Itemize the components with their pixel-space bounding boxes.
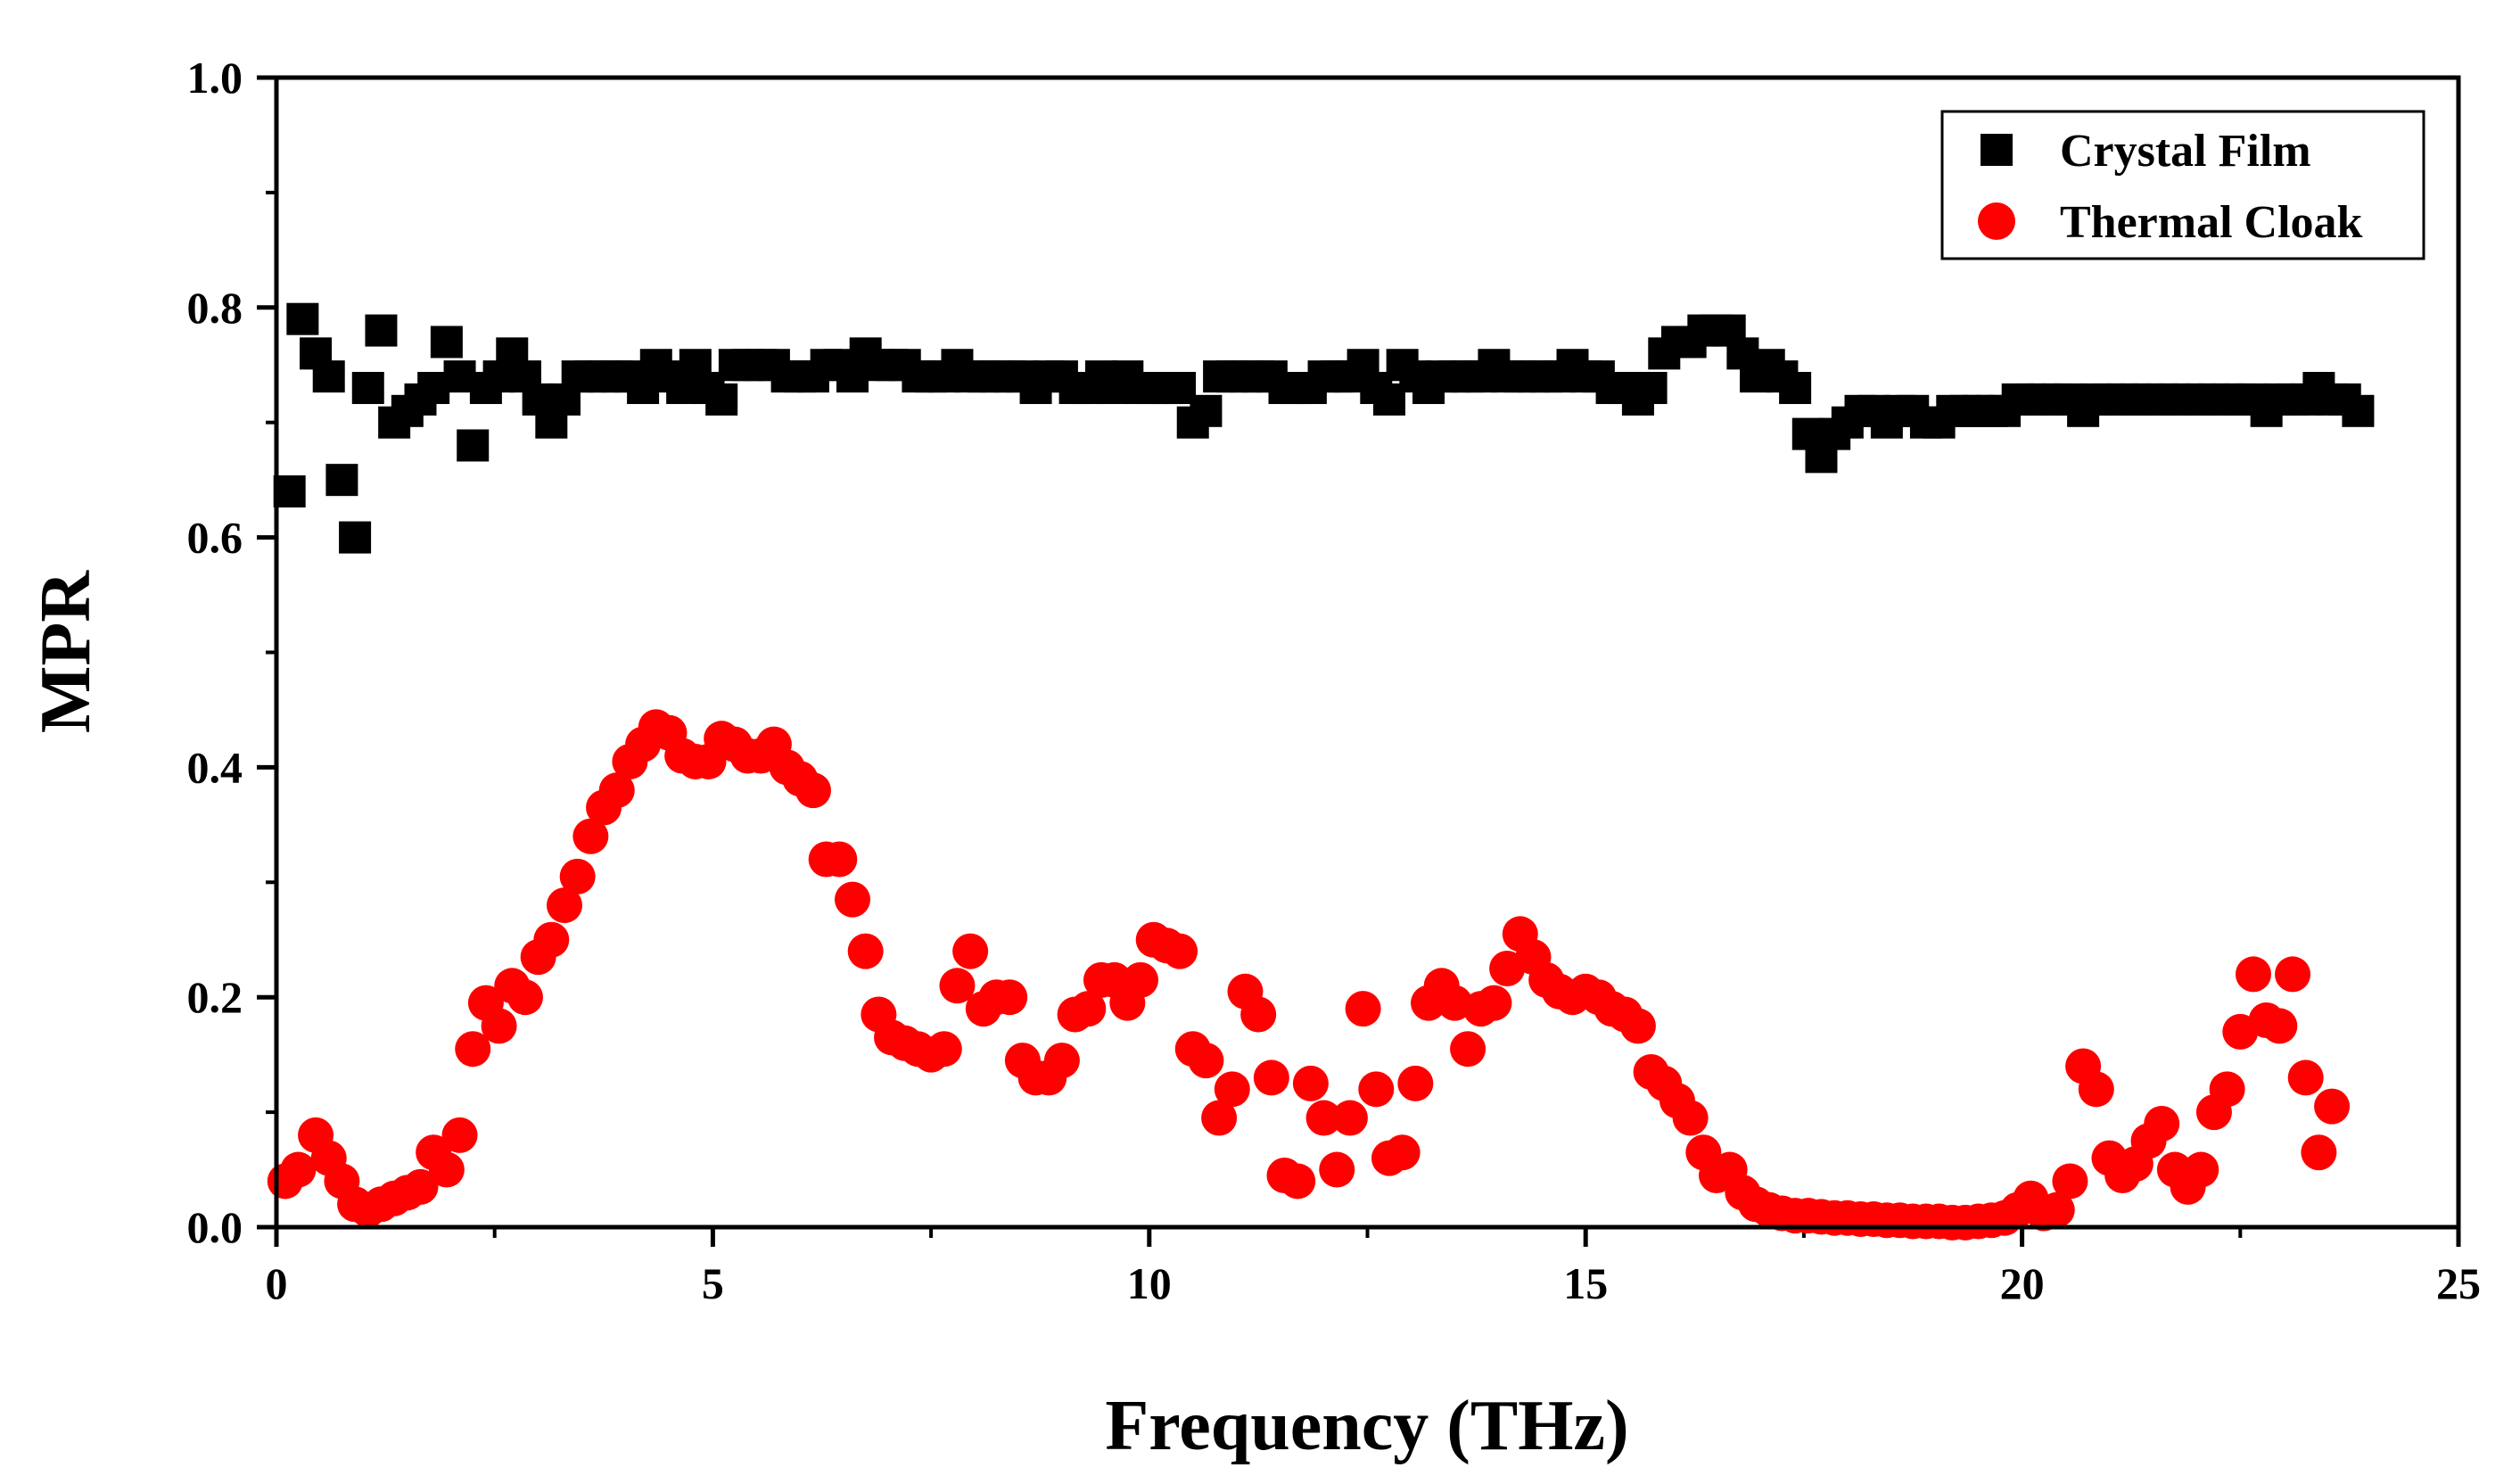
x-tick-label: 5 — [702, 1258, 724, 1308]
thermal-cloak-point — [1345, 991, 1381, 1027]
y-axis-title: MPR — [27, 570, 105, 733]
thermal-cloak-point — [847, 933, 884, 969]
plot-frame — [274, 75, 2461, 1230]
y-tick-label: 0.0 — [187, 1202, 243, 1252]
thermal-cloak-point — [1070, 991, 1107, 1027]
y-tick-label: 0.4 — [187, 742, 243, 792]
thermal-cloak-point — [1672, 1100, 1709, 1136]
x-tick-label: 0 — [266, 1258, 288, 1308]
thermal-cloak-point — [572, 818, 609, 854]
crystal-film-point — [273, 475, 306, 508]
thermal-cloak-point — [2314, 1088, 2351, 1125]
thermal-cloak-point — [1280, 1163, 1316, 1200]
thermal-cloak-point — [547, 887, 583, 924]
legend-marker-crystal-film — [1981, 134, 2013, 166]
thermal-cloak-point — [2078, 1071, 2114, 1108]
crystal-film-point — [457, 429, 490, 462]
thermal-cloak-point — [598, 772, 635, 809]
series-thermal-cloak — [267, 709, 2351, 1241]
thermal-cloak-point — [1162, 933, 1198, 969]
crystal-film-point — [365, 314, 398, 347]
thermal-cloak-point — [2038, 1191, 2075, 1228]
thermal-cloak-point — [835, 881, 871, 918]
thermal-cloak-point — [506, 979, 543, 1016]
thermal-cloak-point — [559, 858, 596, 895]
crystal-film-point — [1779, 372, 1812, 405]
thermal-cloak-point — [2052, 1163, 2088, 1200]
thermal-cloak-point — [1331, 1100, 1368, 1136]
y-tick-label: 1.0 — [187, 53, 243, 103]
legend-marker-thermal-cloak — [1978, 202, 2015, 240]
thermal-cloak-point — [481, 1008, 517, 1044]
thermal-cloak-point — [2235, 956, 2271, 993]
x-axis-title: Frequency (THz) — [1105, 1387, 1628, 1465]
thermal-cloak-point — [1043, 1043, 1080, 1079]
thermal-cloak-point — [1188, 1043, 1224, 1079]
crystal-film-point — [705, 383, 738, 416]
thermal-cloak-point — [2261, 1008, 2298, 1044]
thermal-cloak-point — [939, 968, 976, 1004]
thermal-cloak-point — [428, 1151, 465, 1188]
crystal-film-point — [2342, 394, 2375, 427]
thermal-cloak-point — [2209, 1071, 2245, 1108]
thermal-cloak-point — [280, 1151, 317, 1188]
legend-box — [1940, 110, 2425, 260]
y-tick-label: 0.2 — [187, 972, 243, 1022]
y-tick-label: 0.6 — [187, 513, 243, 563]
thermal-cloak-point — [1450, 1031, 1486, 1068]
thermal-cloak-point — [821, 841, 858, 878]
crystal-film-point — [1190, 394, 1223, 427]
x-tick-label: 15 — [1563, 1258, 1608, 1308]
thermal-cloak-point — [795, 772, 831, 809]
crystal-film-point — [1635, 372, 1668, 405]
thermal-cloak-point — [2287, 1059, 2324, 1096]
thermal-cloak-point — [533, 921, 570, 958]
thermal-cloak-point — [1358, 1071, 1395, 1108]
crystal-film-point — [430, 326, 463, 359]
crystal-film-point — [351, 372, 384, 405]
thermal-cloak-point — [926, 1031, 962, 1068]
series-crystal-film — [273, 302, 2375, 554]
thermal-cloak-point — [2275, 956, 2311, 993]
thermal-cloak-point — [455, 1031, 491, 1068]
thermal-cloak-point — [1214, 1071, 1250, 1108]
thermal-cloak-point — [1319, 1151, 1355, 1188]
y-axis-ticks: 0.0 0.2 0.4 0.6 0.8 1.0 — [187, 53, 276, 1252]
y-tick-label: 0.8 — [187, 283, 243, 333]
thermal-cloak-point — [1476, 985, 1512, 1021]
thermal-cloak-point — [1305, 1100, 1342, 1136]
thermal-cloak-point — [1619, 1008, 1656, 1044]
crystal-film-point — [339, 521, 372, 554]
thermal-cloak-point — [1292, 1065, 1329, 1101]
x-tick-label: 25 — [2436, 1258, 2481, 1308]
thermal-cloak-point — [1253, 1059, 1289, 1096]
x-axis-ticks: 0 5 10 15 20 25 — [266, 1227, 2481, 1308]
thermal-cloak-point — [441, 1117, 478, 1153]
crystal-film-point — [286, 302, 319, 335]
thermal-cloak-point — [402, 1168, 439, 1205]
data-series — [267, 302, 2375, 1241]
thermal-cloak-point — [1240, 996, 1277, 1033]
thermal-cloak-point — [1397, 1065, 1434, 1101]
thermal-cloak-point — [992, 979, 1028, 1016]
thermal-cloak-point — [1123, 961, 1159, 998]
x-tick-label: 10 — [1127, 1258, 1172, 1308]
legend-label-crystal-film: Crystal Film — [2060, 126, 2311, 177]
thermal-cloak-point — [2183, 1151, 2219, 1188]
thermal-cloak-point — [2301, 1134, 2337, 1171]
x-tick-label: 20 — [2000, 1258, 2045, 1308]
thermal-cloak-point — [952, 933, 989, 969]
legend-label-thermal-cloak: Thermal Cloak — [2060, 197, 2363, 248]
legend: Crystal Film Thermal Cloak — [1940, 110, 2425, 260]
crystal-film-point — [312, 360, 345, 393]
thermal-cloak-point — [1201, 1100, 1238, 1136]
thermal-cloak-point — [1384, 1134, 1421, 1171]
thermal-cloak-point — [2144, 1105, 2180, 1142]
crystal-film-point — [325, 464, 358, 497]
